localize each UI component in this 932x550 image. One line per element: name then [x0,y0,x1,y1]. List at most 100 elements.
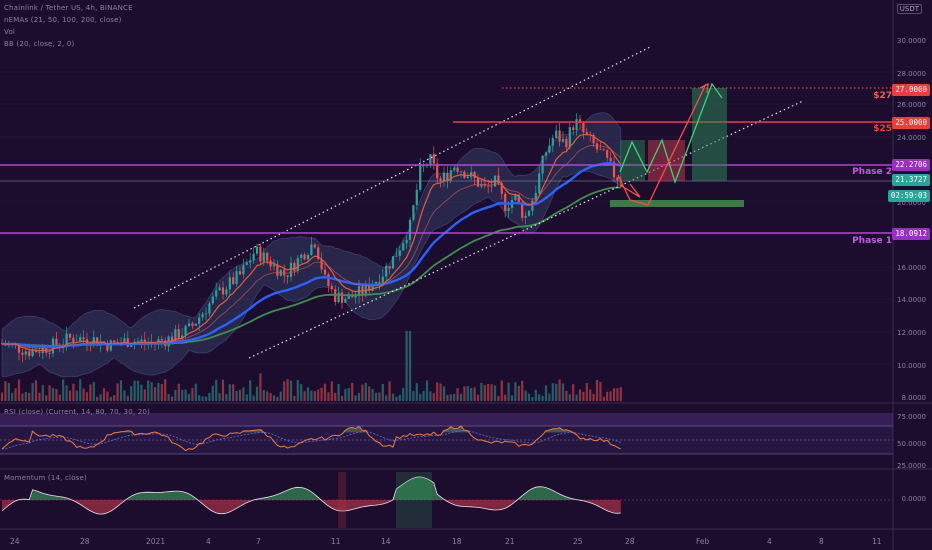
candle-body [524,215,527,218]
volume-bar [351,382,354,401]
candle-body [497,175,500,184]
price-pill-phase1: 18.0912 [892,228,930,240]
volume-bar [31,383,34,401]
candle-body [436,163,439,179]
candle-body [398,250,401,256]
candle-body [616,177,619,181]
legend-momentum[interactable]: Momentum (14, close) [4,474,87,482]
volume-bar [429,391,432,401]
volume-bar [133,380,136,401]
legend-volume[interactable]: Vol [4,28,16,36]
volume-bar [130,386,133,401]
price-tick: 24.0000 [897,134,926,142]
legend-bb[interactable]: BB (20, close, 2, 0) [4,40,75,48]
candle-body [160,339,163,341]
candle-body [534,193,537,201]
volume-bar [232,384,235,401]
candle-body [521,202,524,218]
candle-body [606,149,609,158]
candle-body [249,260,252,263]
candle-body [378,281,381,285]
volume-bar [317,389,320,401]
volume-bar [609,391,612,401]
volume-bar [252,395,255,401]
candle-body [106,343,109,351]
candle-body [215,290,218,297]
volume-bars [0,331,622,401]
legend-rsi[interactable]: RSI (close) (Current, 14, 80, 70, 30, 20… [4,408,151,416]
volume-bar [436,382,439,401]
candle-body [429,154,432,166]
candle-body [310,244,313,256]
currency-selector[interactable]: USDT [896,4,922,14]
volume-bar [164,379,167,401]
candle-body [136,341,140,342]
volume-bar [167,393,170,401]
volume-bar [493,385,497,401]
zone-label-27: $27 [873,91,892,101]
candle-body [561,138,565,142]
volume-bar [235,390,238,401]
candle-body [313,244,316,248]
candle-body [432,154,435,164]
candle-body [177,329,180,339]
red-arrow-head [619,183,641,198]
candle-body [463,171,466,179]
volume-bar [480,382,483,401]
price-tick: 8.0000 [901,394,927,402]
volume-bar [119,380,123,401]
volume-bar [259,373,262,401]
red-arrow-tip [699,82,709,94]
volume-bar [402,388,405,401]
volume-bar [160,384,163,401]
candle-body [184,326,187,336]
candle-body [551,137,554,146]
time-tick: 7 [256,537,261,546]
candle-body [140,339,143,342]
volume-bar [555,383,558,401]
candle-body [602,149,605,151]
volume-bar [198,395,201,401]
time-tick: 8 [819,537,824,546]
volume-bar [395,396,398,401]
volume-bar [432,393,435,401]
candle-body [235,271,238,284]
candle-body [415,189,418,206]
candle-body [276,264,279,276]
time-tick: 4 [206,537,211,546]
volume-bar [551,383,554,401]
candle-body [344,298,347,303]
volume-bar [289,380,293,401]
candle-body [157,339,160,344]
volume-bar [99,394,102,401]
candle-body [306,255,310,260]
volume-bar [524,390,527,401]
projection-path-green[interactable] [619,82,723,185]
candle-body [17,344,21,353]
volume-bar [157,382,160,401]
volume-bar [208,392,211,401]
candle-body [31,350,34,357]
volume-bar [242,387,245,401]
legend-emas[interactable]: nEMAs (21, 50, 100, 200, close) [4,16,122,24]
volume-bar [4,381,7,401]
volume-bar [123,390,126,401]
volume-bar [41,385,44,401]
time-tick: 21 [505,537,515,546]
volume-bar [531,396,534,401]
price-pill-27: 27.0000 [892,84,930,96]
volume-bar [378,392,381,401]
volume-bar [487,384,490,401]
candle-body [262,252,265,262]
volume-bar [24,391,27,401]
volume-bar [585,382,588,401]
volume-bar [599,382,602,401]
legend-symbol[interactable]: Chainlink / Tether US, 4h, BINANCE [4,4,133,12]
candle-body [79,337,82,342]
candle-body [391,256,395,269]
candle-body [578,119,582,123]
price-tick: 30.0000 [897,37,926,45]
zone-label-phase2: Phase 2 [852,167,892,177]
candle-body [296,257,299,271]
